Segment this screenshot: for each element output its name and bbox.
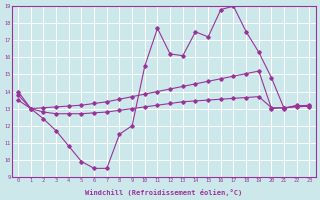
X-axis label: Windchill (Refroidissement éolien,°C): Windchill (Refroidissement éolien,°C) (85, 189, 243, 196)
